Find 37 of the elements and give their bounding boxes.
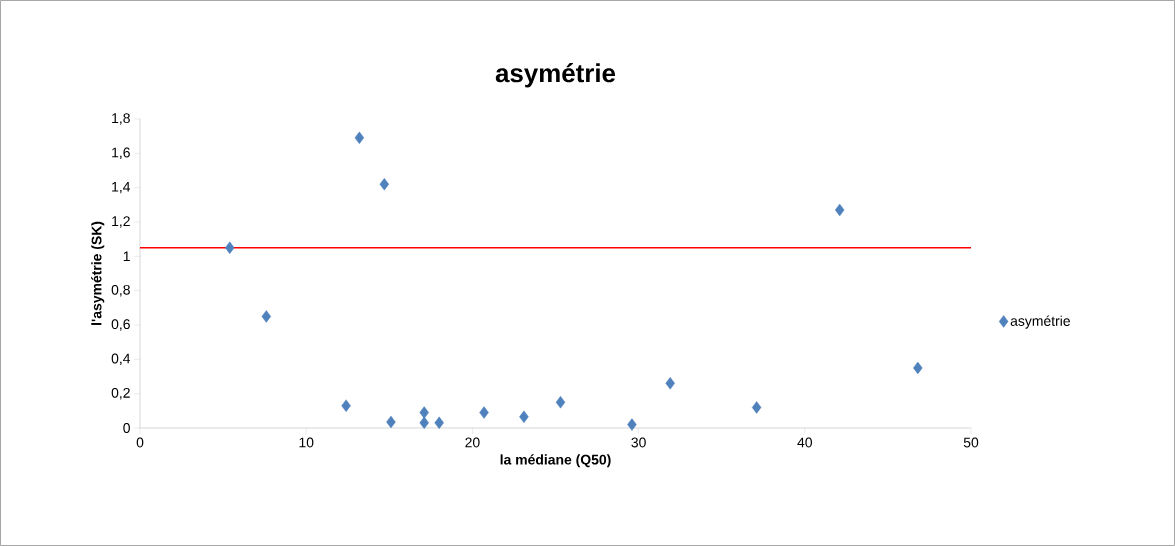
point	[913, 361, 923, 375]
point	[419, 406, 429, 419]
y-tick-label: 0,2	[111, 387, 130, 400]
point	[519, 410, 529, 424]
point	[627, 418, 637, 431]
point	[261, 310, 272, 323]
y-tick-label: 0,6	[111, 319, 130, 331]
point	[341, 399, 351, 412]
x-tick-label: 20	[465, 437, 480, 448]
chart-title: asymétrie	[495, 63, 616, 88]
y-tick-label: 1,4	[112, 181, 131, 194]
y-tick-label: 0,8	[111, 284, 130, 297]
x-tick-label: 50	[963, 437, 979, 448]
y-tick-label: 1,2	[112, 216, 130, 228]
point	[354, 131, 365, 145]
y-tick-label: 0,4	[111, 353, 131, 366]
y-axis-title: l'asymétrie (SK)	[91, 221, 105, 325]
x-axis-title: la médiane (Q50)	[500, 454, 611, 468]
point	[225, 241, 235, 254]
x-tick-label: 10	[299, 437, 314, 448]
y-tick-label: 1,8	[112, 113, 130, 125]
point	[479, 406, 489, 419]
point	[386, 415, 396, 429]
y-tick-label: 0	[123, 423, 130, 433]
x-tick-label: 40	[797, 437, 813, 448]
point	[665, 377, 675, 390]
point	[835, 203, 845, 217]
x-tick-label: 0	[136, 437, 144, 448]
x-tick-label: 30	[631, 437, 646, 448]
point	[434, 416, 444, 430]
legend-label: asymétrie	[1010, 315, 1070, 329]
point	[419, 416, 429, 430]
point	[379, 178, 390, 191]
point	[751, 401, 762, 414]
y-tick-label: 1	[123, 251, 130, 262]
y-tick-label: 1,6	[112, 147, 130, 160]
point	[555, 396, 566, 409]
